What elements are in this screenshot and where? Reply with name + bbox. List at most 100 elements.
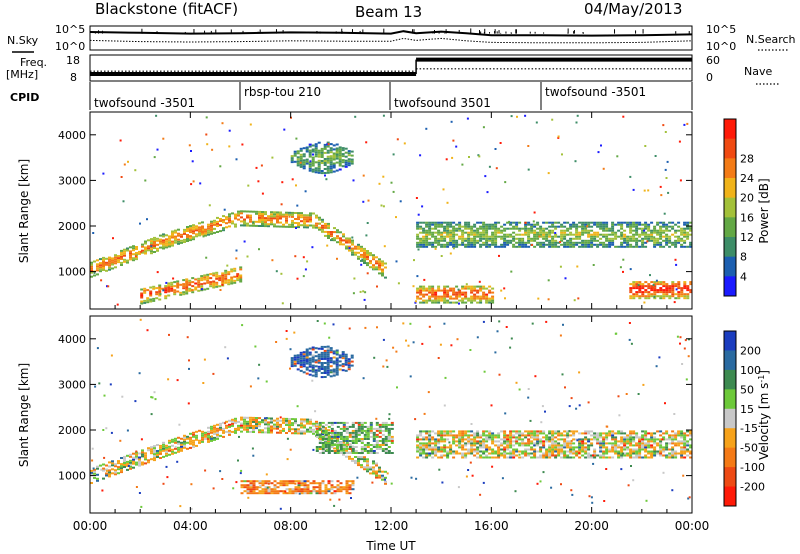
heatmap-cell	[171, 452, 174, 455]
heatmap-cell	[375, 476, 378, 479]
heatmap-noise-cell	[415, 300, 417, 303]
heatmap-cell	[320, 345, 324, 348]
heatmap-cell	[602, 444, 606, 447]
heatmap-cell	[449, 297, 453, 300]
heatmap-cell	[536, 436, 540, 439]
heatmap-cell	[473, 233, 477, 236]
heatmap-cell	[312, 424, 315, 427]
heatmap-cell	[290, 361, 294, 364]
heatmap-cell	[494, 452, 498, 455]
heatmap-cell	[267, 490, 271, 493]
heatmap-cell	[180, 239, 183, 242]
heatmap-cell	[210, 425, 213, 428]
heatmap-cell	[506, 456, 510, 459]
heatmap-cell	[318, 452, 322, 454]
heatmap-cell	[273, 486, 277, 489]
heatmap-cell	[584, 442, 588, 445]
heatmap-cell	[206, 281, 210, 284]
heatmap-cell	[384, 482, 387, 485]
heatmap-cell	[680, 231, 684, 234]
heatmap-cell	[297, 224, 300, 227]
heatmap-cell	[446, 227, 450, 230]
heatmap-cell	[476, 227, 480, 230]
heatmap-cell	[479, 434, 483, 437]
heatmap-cell	[551, 452, 555, 455]
heatmap-cell	[200, 285, 204, 288]
heatmap-cell	[171, 438, 174, 441]
heatmap-cell	[668, 456, 672, 459]
heatmap-cell	[314, 151, 318, 154]
heatmap-cell	[560, 452, 564, 455]
heatmap-cell	[212, 272, 216, 275]
heatmap-cell	[153, 451, 156, 454]
heatmap-cell	[446, 432, 450, 435]
heatmap-cell	[521, 444, 525, 447]
heatmap-cell	[476, 432, 480, 435]
heatmap-cell	[455, 440, 459, 443]
heatmap-cell	[249, 480, 253, 483]
heatmap-cell	[608, 432, 612, 435]
heatmap-cell	[611, 438, 615, 441]
heatmap-cell	[428, 227, 432, 230]
heatmap-cell	[665, 291, 669, 294]
heatmap-cell	[431, 221, 435, 224]
heatmap-cell	[422, 301, 426, 304]
heatmap-noise-cell	[176, 460, 179, 463]
heatmap-cell	[234, 427, 237, 430]
heatmap-noise-cell	[295, 227, 297, 229]
heatmap-cell	[497, 227, 501, 230]
heatmap-cell	[239, 274, 243, 277]
heatmap-cell	[635, 285, 639, 288]
heatmap-cell	[614, 446, 618, 449]
heatmap-cell	[239, 266, 243, 269]
heatmap-cell	[593, 448, 597, 451]
heatmap-cell	[455, 436, 459, 439]
heatmap-cell	[168, 449, 171, 452]
heatmap-cell	[366, 427, 370, 430]
heatmap-cell	[339, 239, 342, 242]
heatmap-cell	[186, 447, 189, 450]
heatmap-cell	[611, 233, 615, 236]
heatmap-cell	[485, 299, 489, 302]
heatmap-noise-cell	[494, 351, 497, 354]
heatmap-noise-cell	[533, 211, 536, 214]
heatmap-noise-cell	[255, 166, 258, 169]
heatmap-cell	[324, 224, 327, 227]
heatmap-cell	[518, 237, 522, 240]
heatmap-cell	[473, 295, 477, 298]
heatmap-cell	[317, 151, 321, 154]
heatmap-cell	[327, 452, 331, 454]
heatmap-cell	[153, 247, 156, 249]
heatmap-cell	[111, 261, 114, 264]
heatmap-cell	[587, 241, 591, 244]
heatmap-cell	[288, 430, 291, 433]
heatmap-cell	[617, 454, 621, 457]
heatmap-cell	[216, 423, 219, 426]
heatmap-cell	[545, 227, 549, 230]
heatmap-noise-cell	[121, 395, 124, 398]
heatmap-cell	[227, 283, 231, 286]
heatmap-cell	[288, 418, 291, 420]
heatmap-cell	[315, 450, 319, 452]
heatmap-cell	[335, 359, 339, 362]
heatmap-cell	[641, 446, 645, 449]
heatmap-cell	[575, 229, 579, 232]
heatmap-cell	[344, 357, 348, 360]
heatmap-cell	[479, 243, 483, 246]
heatmap-cell	[329, 351, 333, 354]
heatmap-cell	[437, 438, 441, 441]
heatmap-cell	[168, 445, 171, 448]
heatmap-cell	[464, 430, 468, 433]
heatmap-cell	[656, 430, 660, 433]
heatmap-cell	[354, 245, 357, 248]
heatmap-cell	[291, 492, 295, 495]
heatmap-cell	[587, 223, 591, 226]
heatmap-cell	[656, 239, 660, 242]
heatmap-cell	[419, 231, 423, 234]
heatmap-cell	[590, 237, 594, 240]
heatmap-cell	[332, 368, 336, 371]
heatmap-cell	[351, 482, 355, 485]
heatmap-cell	[335, 161, 339, 164]
y-tick-label: 3000	[58, 378, 86, 391]
heatmap-cell	[428, 233, 432, 236]
